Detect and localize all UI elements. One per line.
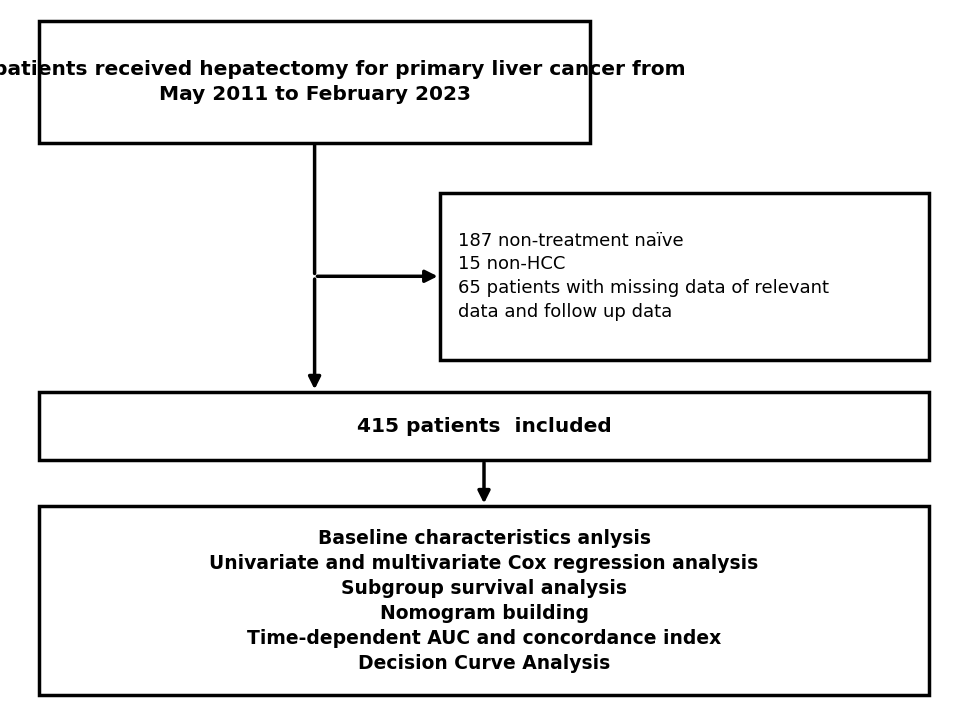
Bar [39,392,929,460]
Text: Baseline characteristics anlysis
Univariate and multivariate Cox regression anal: Baseline characteristics anlysis Univari… [209,529,759,672]
Text: 187 non-treatment naïve
15 non-HCC
65 patients with missing data of relevant
dat: 187 non-treatment naïve 15 non-HCC 65 pa… [458,232,829,321]
Bar [39,506,929,695]
Text: 415 patients  included: 415 patients included [356,416,612,436]
Bar [39,21,590,143]
Bar [440,193,929,360]
Text: 682 patients received hepatectomy for primary liver cancer from
May 2011 to Febr: 682 patients received hepatectomy for pr… [0,60,685,104]
